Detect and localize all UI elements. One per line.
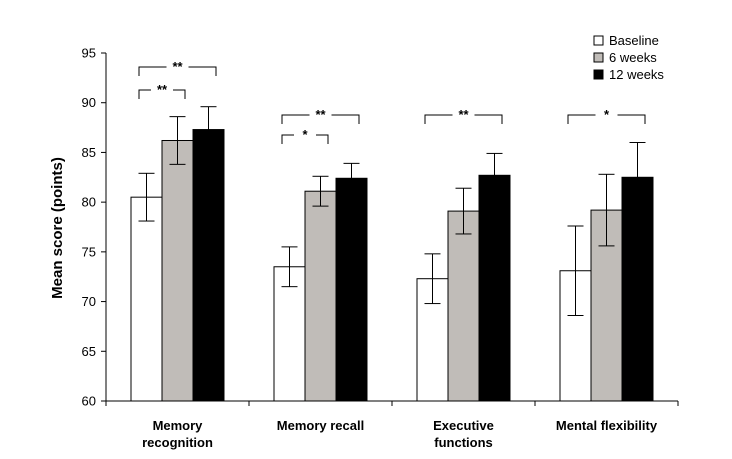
legend-label: Baseline	[609, 33, 659, 48]
category-label: Mental flexibility	[556, 418, 658, 433]
legend-swatch	[593, 35, 604, 46]
significance-label: **	[458, 107, 469, 122]
significance-label: *	[302, 127, 308, 142]
legend-label: 12 weeks	[609, 67, 664, 82]
y-tick-label: 70	[82, 294, 96, 309]
significance-label-bg	[151, 84, 173, 96]
legend-swatch	[593, 69, 604, 80]
category-label: Memory recall	[277, 418, 364, 433]
bars	[130, 106, 654, 402]
bar-6-weeks	[447, 210, 480, 402]
legend: Baseline 6 weeks 12 weeks	[593, 33, 664, 82]
y-tick-label: 80	[82, 195, 96, 210]
axes: 60 65 70 75 80 85 90 95 Memory recognition Memory …	[82, 46, 679, 450]
category-label: recognition	[142, 435, 213, 450]
legend-label: 6 weeks	[609, 50, 657, 65]
significance-brackets: ********* *	[138, 59, 646, 144]
y-tick-label: 85	[82, 145, 96, 160]
bar-12-weeks	[192, 129, 225, 402]
significance-label-bg	[595, 109, 618, 121]
bar-6-weeks	[304, 190, 337, 402]
bar-12-weeks	[478, 174, 511, 402]
significance-label: *	[604, 107, 610, 122]
significance-label: **	[157, 82, 168, 97]
bar-baseline	[130, 196, 163, 402]
y-tick-label: 95	[82, 46, 96, 61]
category-label: Executive	[433, 418, 494, 433]
significance-label-bg	[166, 61, 189, 73]
bar-6-weeks	[161, 139, 194, 402]
significance-label-bg	[309, 109, 332, 121]
y-tick-label: 65	[82, 344, 96, 359]
bar-12-weeks	[621, 176, 654, 402]
significance-label: **	[172, 59, 183, 74]
significance-label: **	[315, 107, 326, 122]
y-tick-label: 90	[82, 95, 96, 110]
significance-label-bg	[294, 129, 316, 141]
bar-12-weeks	[335, 177, 368, 402]
y-tick-label: 60	[82, 394, 96, 409]
y-tick-label: 75	[82, 244, 96, 259]
significance-label-bg	[452, 109, 475, 121]
category-label: Memory	[153, 418, 204, 433]
y-axis-label: Mean score (points)	[49, 157, 66, 299]
category-label: functions	[434, 435, 493, 450]
legend-swatch	[593, 52, 604, 63]
